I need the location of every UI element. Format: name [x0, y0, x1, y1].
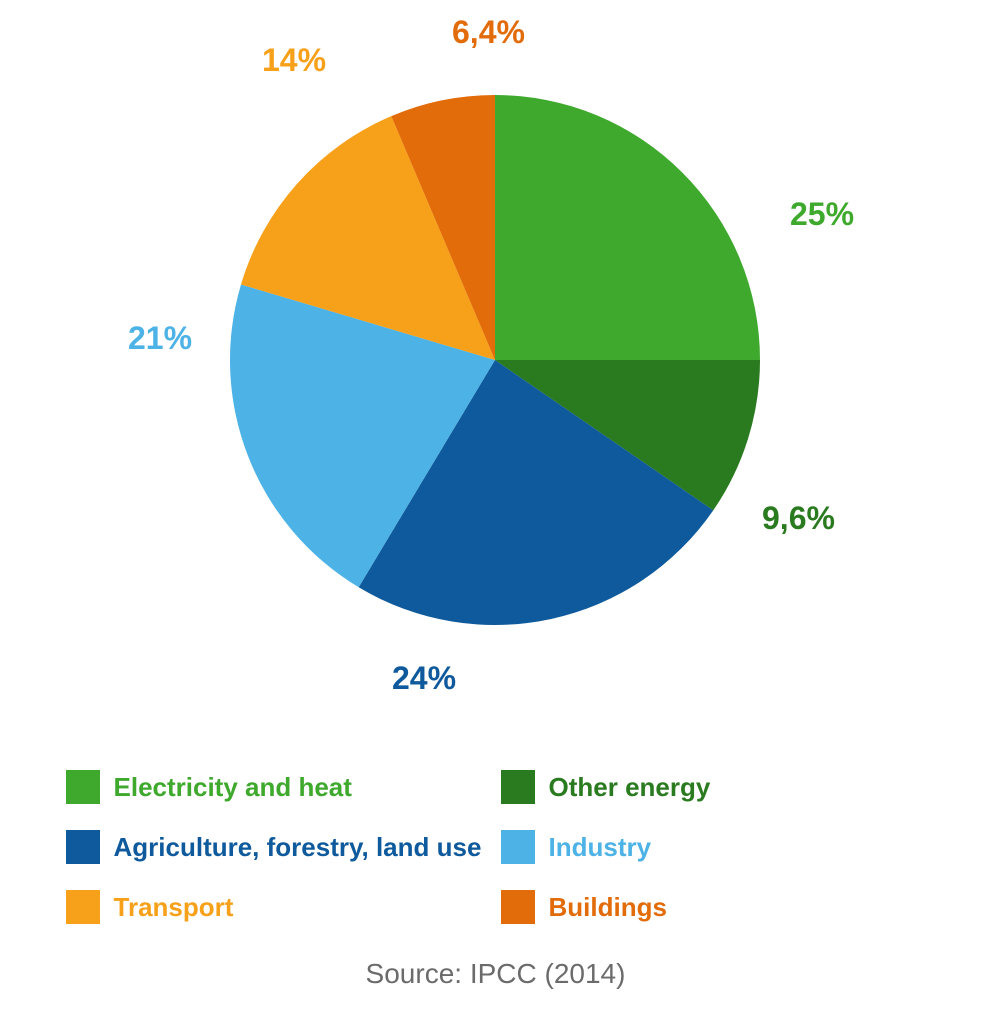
pie-chart: [230, 95, 760, 625]
legend-swatch: [66, 770, 100, 804]
slice-label-transport: 14%: [262, 42, 326, 79]
legend-label: Electricity and heat: [114, 772, 352, 803]
legend-label: Other energy: [549, 772, 711, 803]
legend-item-4: Transport: [66, 890, 491, 924]
legend-label: Buildings: [549, 892, 667, 923]
legend-item-5: Buildings: [501, 890, 926, 924]
legend-swatch: [66, 890, 100, 924]
slice-label-agri: 24%: [392, 660, 456, 697]
legend-swatch: [501, 890, 535, 924]
legend-swatch: [501, 830, 535, 864]
pie-chart-area: 25% 9,6% 24% 21% 14% 6,4%: [0, 0, 991, 760]
legend-item-1: Other energy: [501, 770, 926, 804]
slice-label-buildings: 6,4%: [452, 14, 525, 51]
slice-label-electricity: 25%: [790, 196, 854, 233]
legend-label: Transport: [114, 892, 234, 923]
legend-item-3: Industry: [501, 830, 926, 864]
pie-slice-electricity: [495, 95, 760, 360]
legend: Electricity and heat Other energy Agricult…: [66, 760, 926, 924]
legend-label: Industry: [549, 832, 652, 863]
legend-item-2: Agriculture, forestry, land use: [66, 830, 491, 864]
legend-item-0: Electricity and heat: [66, 770, 491, 804]
source-text: Source: IPCC (2014): [0, 958, 991, 990]
legend-swatch: [501, 770, 535, 804]
legend-label: Agriculture, forestry, land use: [114, 832, 482, 863]
legend-swatch: [66, 830, 100, 864]
slice-label-other: 9,6%: [762, 500, 835, 537]
slice-label-industry: 21%: [128, 320, 192, 357]
